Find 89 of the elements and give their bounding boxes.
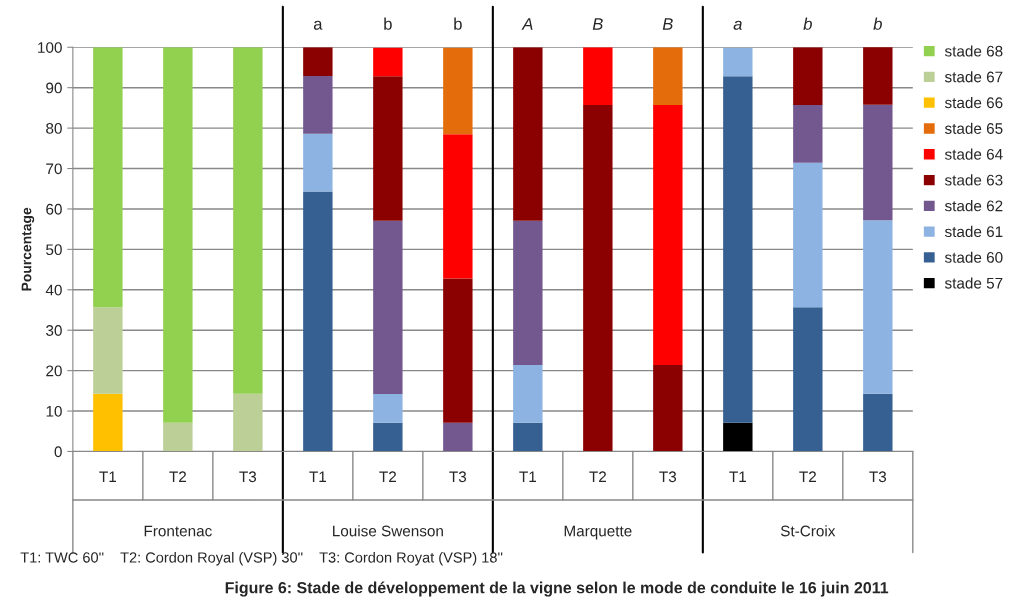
bar <box>653 364 683 452</box>
bar <box>793 105 823 163</box>
y-tick-label: 60 <box>46 203 62 215</box>
text: b <box>384 17 392 30</box>
bar <box>163 47 193 423</box>
bar <box>373 76 403 221</box>
bar <box>513 220 543 365</box>
bar <box>513 364 543 423</box>
text: Figure 6: Stade de développement de la vigne selon le mode de conduite le 16 juin 2011 <box>225 581 889 597</box>
legend-label: stade 62 <box>944 200 1003 212</box>
bar <box>303 191 333 452</box>
text: b <box>873 17 882 30</box>
x-tick-label: T3 <box>869 471 887 483</box>
y-tick-label: 40 <box>45 284 62 296</box>
text: B <box>592 18 603 30</box>
y-tick-label: 20 <box>46 365 62 377</box>
y-tick-label: 100 <box>38 42 62 53</box>
x-tick-label: T1 <box>729 471 746 482</box>
y-tick-label: 10 <box>46 405 62 417</box>
x-tick-label: T3 <box>239 471 257 483</box>
y-tick-label: 30 <box>46 325 62 336</box>
y-tick-label: 70 <box>46 163 62 175</box>
bar <box>723 47 753 77</box>
y-tick-label: 50 <box>46 244 62 256</box>
bar <box>863 104 893 221</box>
bar <box>863 393 893 452</box>
bar <box>653 105 683 365</box>
bar <box>373 394 403 423</box>
bar <box>443 134 473 279</box>
text: Louise Swenson <box>333 525 443 537</box>
bar <box>303 47 333 76</box>
bar <box>303 133 333 192</box>
x-tick-label: T3 <box>449 471 467 483</box>
bar <box>863 220 893 394</box>
bar <box>513 422 543 452</box>
x-tick-label: T1 <box>519 471 537 482</box>
bar <box>163 422 193 452</box>
legend-label: stade 67 <box>944 71 1003 83</box>
x-tick-label: T1 <box>309 471 327 482</box>
x-tick-label: T3 <box>659 471 677 483</box>
bar <box>443 47 473 135</box>
x-tick-label: T1 <box>99 471 117 482</box>
text: A <box>521 18 533 30</box>
bar <box>513 47 543 221</box>
text: a <box>733 20 742 30</box>
bar <box>233 393 263 452</box>
bar <box>93 307 123 394</box>
bar <box>443 278 473 423</box>
bar <box>583 47 613 106</box>
bar <box>723 422 753 452</box>
y-axis-title: Pourcentage <box>21 207 35 291</box>
bar <box>93 393 123 452</box>
x-tick-label: T2 <box>589 471 606 482</box>
text: Frontenac <box>144 525 212 537</box>
bar <box>303 75 333 134</box>
text: b <box>803 17 812 30</box>
text: T1: TWC 60'' T2: Cordon Royal (VSP) 30'' T3: Cordon Royat (VSP) 18'' <box>20 551 503 566</box>
x-tick-label: T2 <box>379 471 396 482</box>
bar <box>373 220 403 395</box>
bar <box>793 162 823 308</box>
legend-label: stade 60 <box>944 251 1003 263</box>
legend-label: stade 63 <box>944 174 1003 186</box>
bar <box>793 307 823 452</box>
legend-label: stade 65 <box>944 122 1003 134</box>
bar <box>793 47 823 106</box>
legend-label: stade 64 <box>944 148 1003 160</box>
bar <box>93 47 123 308</box>
bar <box>443 422 473 452</box>
text: b <box>454 17 462 30</box>
bar <box>373 47 403 77</box>
y-tick-label: 0 <box>54 446 62 458</box>
bar <box>583 105 613 452</box>
legend-label: stade 68 <box>944 45 1003 57</box>
text: Marquette <box>564 525 632 540</box>
x-tick-label: T2 <box>169 471 187 482</box>
y-tick-label: 80 <box>46 122 62 134</box>
bar <box>373 422 403 452</box>
bar <box>233 47 263 394</box>
legend-label: stade 61 <box>944 225 1003 238</box>
text: a <box>313 20 323 30</box>
legend-label: stade 66 <box>944 96 1003 109</box>
bar <box>723 76 753 423</box>
x-tick-label: T2 <box>799 471 816 482</box>
bar <box>653 47 683 106</box>
text: B <box>662 18 673 30</box>
legend-label: stade 57 <box>944 277 1003 289</box>
y-tick-label: 90 <box>46 82 62 94</box>
bar <box>863 47 893 105</box>
text: St-Croix <box>780 525 836 537</box>
